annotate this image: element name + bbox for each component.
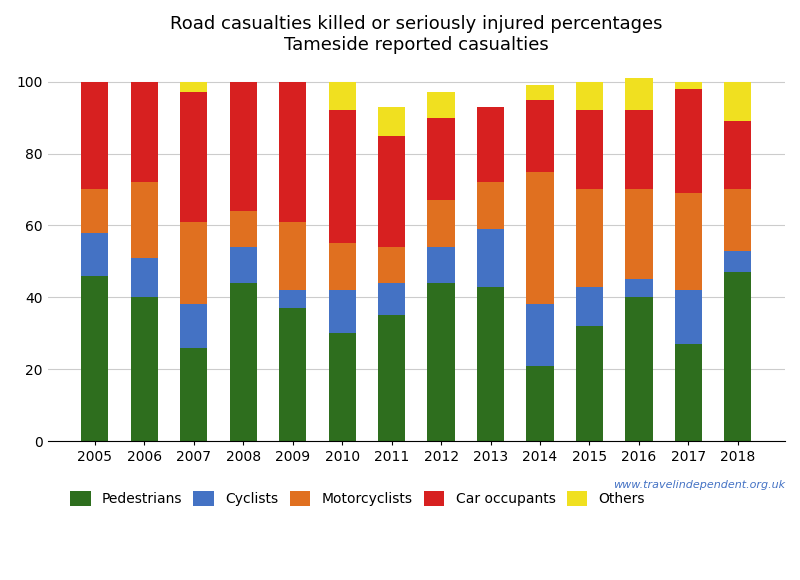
- Bar: [724, 121, 751, 190]
- Bar: [626, 190, 653, 280]
- Bar: [576, 110, 603, 190]
- Bar: [626, 110, 653, 190]
- Bar: [82, 233, 109, 276]
- Bar: [378, 283, 406, 316]
- Bar: [427, 200, 454, 247]
- Bar: [626, 298, 653, 441]
- Bar: [230, 283, 257, 441]
- Bar: [526, 304, 554, 365]
- Bar: [329, 110, 356, 244]
- Bar: [626, 280, 653, 298]
- Bar: [477, 107, 504, 182]
- Bar: [477, 229, 504, 287]
- Bar: [180, 82, 207, 92]
- Bar: [626, 78, 653, 110]
- Bar: [724, 82, 751, 121]
- Bar: [576, 287, 603, 326]
- Bar: [180, 347, 207, 441]
- Bar: [427, 92, 454, 118]
- Bar: [477, 182, 504, 229]
- Bar: [130, 258, 158, 298]
- Bar: [526, 85, 554, 100]
- Bar: [279, 82, 306, 222]
- Bar: [130, 182, 158, 258]
- Bar: [130, 298, 158, 441]
- Bar: [724, 190, 751, 251]
- Bar: [378, 107, 406, 136]
- Bar: [230, 211, 257, 247]
- Title: Road casualties killed or seriously injured percentages
Tameside reported casual: Road casualties killed or seriously inju…: [170, 15, 662, 54]
- Bar: [230, 247, 257, 283]
- Bar: [180, 222, 207, 304]
- Bar: [82, 82, 109, 190]
- Bar: [279, 222, 306, 290]
- Bar: [576, 82, 603, 110]
- Bar: [526, 365, 554, 441]
- Bar: [378, 247, 406, 283]
- Bar: [378, 316, 406, 441]
- Bar: [526, 172, 554, 304]
- Bar: [724, 272, 751, 441]
- Bar: [427, 283, 454, 441]
- Bar: [576, 190, 603, 287]
- Bar: [230, 82, 257, 211]
- Bar: [279, 290, 306, 308]
- Bar: [329, 82, 356, 110]
- Text: www.travelindependent.org.uk: www.travelindependent.org.uk: [613, 480, 785, 490]
- Bar: [180, 92, 207, 222]
- Bar: [477, 287, 504, 441]
- Bar: [329, 334, 356, 441]
- Bar: [675, 290, 702, 344]
- Bar: [82, 190, 109, 233]
- Bar: [526, 100, 554, 172]
- Bar: [675, 89, 702, 193]
- Bar: [130, 82, 158, 182]
- Bar: [427, 118, 454, 200]
- Bar: [329, 290, 356, 334]
- Bar: [724, 251, 751, 272]
- Bar: [329, 244, 356, 290]
- Bar: [427, 247, 454, 283]
- Bar: [675, 193, 702, 290]
- Bar: [675, 344, 702, 441]
- Bar: [180, 304, 207, 347]
- Bar: [378, 136, 406, 247]
- Bar: [82, 276, 109, 441]
- Bar: [279, 308, 306, 441]
- Bar: [576, 326, 603, 441]
- Legend: Pedestrians, Cyclists, Motorcyclists, Car occupants, Others: Pedestrians, Cyclists, Motorcyclists, Ca…: [64, 486, 650, 512]
- Bar: [675, 82, 702, 89]
